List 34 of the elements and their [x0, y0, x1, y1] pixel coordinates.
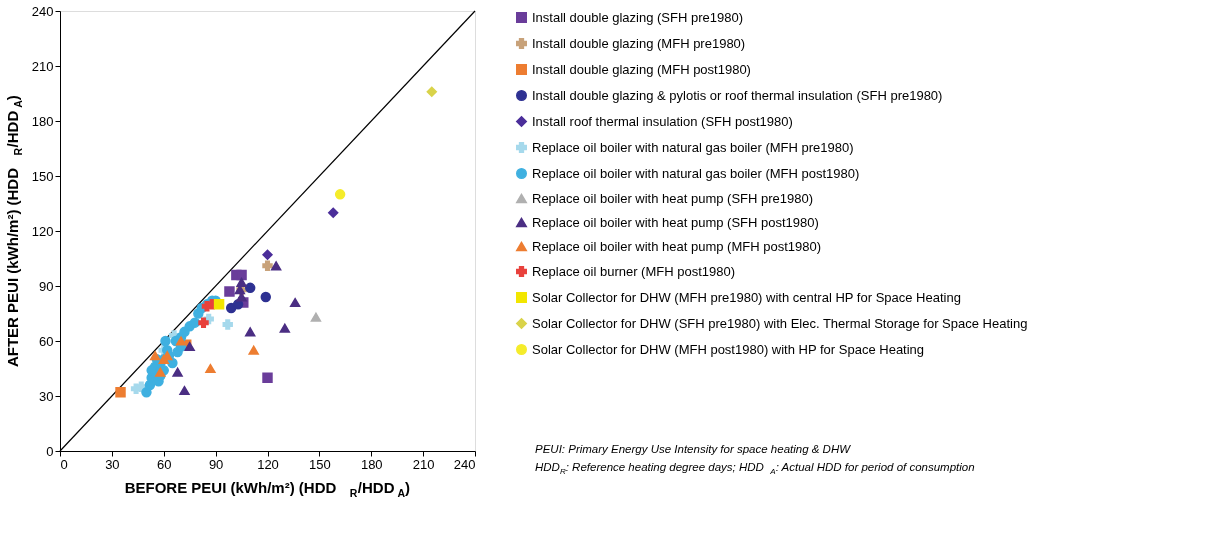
y-axis-title: AFTER PEUI (kWh/m²) (HDDR/HDDA) — [4, 95, 25, 368]
x-tick-label: 90 — [208, 456, 224, 472]
x-tick-label: 0 — [60, 456, 68, 472]
legend-label: Replace oil boiler with natural gas boiler (MFH pre1980) — [532, 139, 854, 155]
x-tick-label: 240 — [453, 456, 476, 472]
x-tick-label: 60 — [157, 456, 172, 472]
y-tick-label: 210 — [31, 58, 54, 74]
legend-label: Install double glazing (MFH post1980) — [532, 61, 751, 77]
x-tick-label: 120 — [257, 456, 279, 472]
legend-label: Replace oil burner (MFH post1980) — [532, 263, 736, 279]
legend-label: Install double glazing (SFH pre1980) — [532, 9, 744, 25]
y-tick-label: 90 — [39, 278, 54, 294]
text: PEUI: Primary Energy Use Intensity for space heating & DHW — [535, 443, 852, 455]
x-tick-label: 30 — [105, 456, 120, 472]
y-tick-label: 30 — [39, 388, 54, 404]
x-tick-label: 210 — [412, 456, 435, 472]
legend-label: Replace oil boiler with heat pump (SFH post1980) — [532, 214, 819, 230]
y-tick-label: 60 — [39, 333, 54, 349]
y-tick-label: 180 — [31, 113, 54, 129]
legend-label: Replace oil boiler with natural gas boiler (MFH post1980) — [532, 165, 860, 181]
y-tick-label: 0 — [46, 443, 54, 459]
legend-label: Replace oil boiler with heat pump (SFH pre1980) — [532, 190, 814, 206]
x-tick-label: 180 — [360, 456, 383, 472]
legend-label: Install roof thermal insulation (SFH post1980) — [532, 113, 793, 129]
legend-label: Solar Collector for DHW (MFH post1980) with HP for Space Heating — [532, 341, 925, 357]
y-tick-label: 120 — [31, 223, 54, 239]
legend-label: Solar Collector for DHW (SFH pre1980) with Elec. Thermal Storage for Space Heating — [532, 315, 1028, 331]
y-tick-label: 150 — [31, 168, 54, 184]
y-tick-label: 240 — [31, 3, 54, 19]
legend-label: Replace oil boiler with heat pump (MFH post1980) — [532, 238, 822, 254]
legend-label: Solar Collector for DHW (MFH pre1980) with central HP for Space Heating — [532, 289, 961, 305]
x-tick-label: 150 — [309, 456, 331, 472]
legend-label: Install double glazing & pylotis or roof thermal insulation (SFH pre1980) — [532, 87, 943, 103]
legend-label: Install double glazing (MFH pre1980) — [532, 35, 746, 51]
